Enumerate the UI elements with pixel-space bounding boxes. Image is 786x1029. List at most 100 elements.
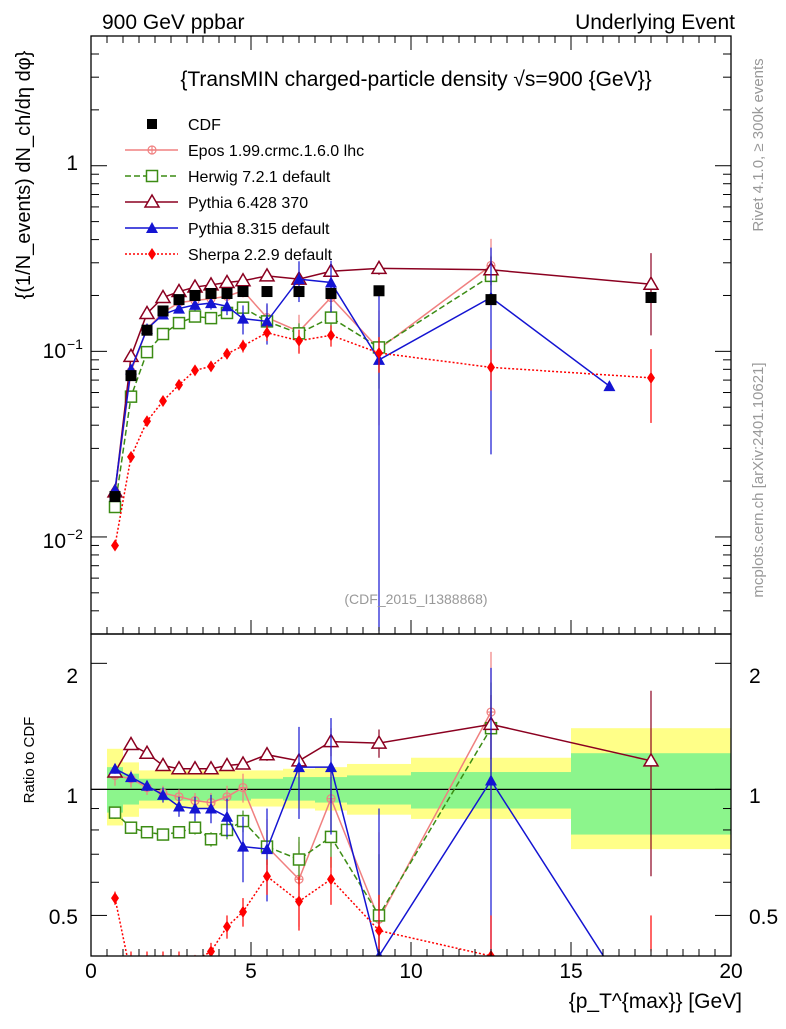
series-3-main-point-11	[325, 276, 337, 288]
cdf-data-point-14	[645, 292, 657, 304]
series-1-ratio-point-10	[292, 853, 306, 866]
series-1-main-point-4	[172, 316, 186, 330]
cdf-data-point-7	[221, 287, 233, 299]
series-4-ratio-point-0	[111, 892, 119, 905]
svg-text:10: 10	[43, 340, 66, 363]
series-3-main-point-5	[189, 298, 201, 310]
series-3-main-point-4	[173, 302, 185, 314]
series-2-main-point-1	[122, 347, 140, 363]
cdf-data-point-3	[157, 305, 169, 317]
legend-marker-0	[147, 119, 157, 129]
series-4-ratio-point-14	[647, 974, 655, 986]
series-3-main-point-9	[261, 315, 273, 327]
series-2-ratio-point-3	[154, 757, 172, 772]
ytick-ratio-0.5: 0.5	[49, 906, 78, 929]
series-3-ratio-point-3	[157, 788, 169, 800]
series-3-main-point-14	[603, 380, 616, 392]
ytick-main-1: 1	[66, 152, 78, 175]
y-axis-label-ratio: Ratio to CDF	[21, 717, 38, 804]
series-3-ratio-point-11	[325, 761, 337, 773]
legend-marker-3	[143, 193, 161, 208]
series-3-ratio-point-8	[237, 840, 249, 852]
series-2-main-point-9	[258, 267, 276, 282]
series-3-ratio-point-7	[221, 810, 233, 822]
series-2-ratio-point-5	[186, 760, 204, 775]
series-3-ratio-point-14	[603, 959, 615, 970]
cdf-data-point-12	[373, 285, 385, 297]
xtick-20: 20	[719, 960, 742, 983]
ytick-ratio-1-right: 1	[749, 785, 761, 808]
series-2-main-point-2	[138, 304, 156, 320]
cdf-data-point-2	[141, 324, 153, 336]
series-4-main-point-9	[263, 326, 271, 339]
series-1-ratio-point-1	[124, 821, 138, 834]
series-4-main-point-11	[327, 329, 335, 342]
series-4-main-point-13	[487, 361, 495, 374]
cdf-data-point-1	[125, 370, 137, 382]
header-right: Underlying Event	[575, 11, 735, 34]
series-1-ratio-point-5	[188, 821, 202, 834]
legend-label-4: Pythia 8.315 default	[188, 221, 330, 238]
series-2-main-point-12	[370, 259, 388, 275]
series-2-ratio-point-2	[138, 744, 156, 759]
series-2-ratio-point-12	[370, 734, 388, 749]
svg-text:−1: −1	[67, 336, 83, 352]
series-4-main-point-4	[175, 378, 183, 391]
series-4-main-point-5	[191, 364, 199, 377]
x-axis-label: {p_T^{max}} [GeV]	[569, 990, 742, 1013]
series-1-main-point-0	[108, 500, 122, 514]
series-4-main-point-0	[111, 539, 119, 552]
series-3-ratio-point-9	[261, 843, 273, 855]
cdf-data-point-9	[261, 286, 273, 298]
cdf-data-point-13	[485, 294, 497, 306]
series-0-main-line	[114, 264, 492, 492]
legend-label-0: CDF	[188, 117, 221, 134]
ratio-plot-area	[106, 651, 660, 986]
series-2-ratio-point-8	[234, 755, 252, 770]
series-1-main-line	[114, 275, 492, 508]
ytick-ratio-0.5-right: 0.5	[749, 906, 778, 929]
legend-label-2: Herwig 7.2.1 default	[188, 169, 331, 186]
series-1-main-point-3	[156, 327, 170, 341]
series-4-main-point-12	[375, 346, 383, 359]
series-4-ratio-point-9	[263, 870, 271, 883]
series-1-ratio-line	[114, 727, 492, 917]
series-2-ratio-point-1	[122, 735, 140, 751]
plot-title: {TransMIN charged-particle density √s=90…	[180, 68, 651, 91]
cdf-data-point-6	[205, 287, 217, 299]
header-left: 900 GeV ppbar	[102, 11, 244, 34]
main-plot-area	[106, 238, 660, 632]
series-4-ratio-point-4	[175, 974, 183, 986]
series-1-ratio-point-6	[204, 833, 218, 846]
xtick-0: 0	[85, 960, 97, 983]
cdf-data-point-8	[237, 286, 249, 298]
series-3-ratio-point-0	[109, 762, 121, 774]
series-1-main-point-5	[188, 310, 202, 323]
series-3-ratio-point-1	[125, 771, 137, 783]
legend: CDF Epos 1.99.crmc.1.6.0 lhc Herwig 7.2.1 …	[125, 117, 364, 264]
series-1-ratio-point-0	[108, 806, 122, 819]
series-4-ratio-point-11	[327, 873, 335, 886]
series-4-ratio-point-8	[239, 905, 247, 918]
cdf-data-point-10	[293, 286, 305, 298]
legend-marker-2	[145, 169, 159, 183]
series-2-ratio-point-6	[202, 760, 220, 775]
series-2-ratio-point-4	[170, 760, 188, 775]
legend-marker-5	[148, 248, 156, 260]
xtick-5: 5	[245, 960, 257, 983]
svg-text:10: 10	[43, 530, 66, 553]
series-1-ratio-point-4	[172, 825, 186, 839]
ytick-ratio-2: 2	[66, 665, 78, 688]
series-2-ratio-point-9	[258, 746, 276, 761]
series-3-main-point-10	[293, 273, 305, 285]
axis-ticks	[90, 35, 732, 956]
series-3-ratio-point-13	[485, 774, 497, 786]
series-3-ratio-point-10	[293, 761, 305, 773]
series-4-main-point-6	[207, 360, 215, 373]
series-2-ratio-point-7	[218, 757, 236, 772]
xtick-10: 10	[399, 960, 422, 983]
series-4-ratio-point-7	[223, 920, 231, 933]
legend-label-3: Pythia 6.428 370	[188, 195, 308, 212]
cdf-data-point-0	[109, 491, 121, 503]
